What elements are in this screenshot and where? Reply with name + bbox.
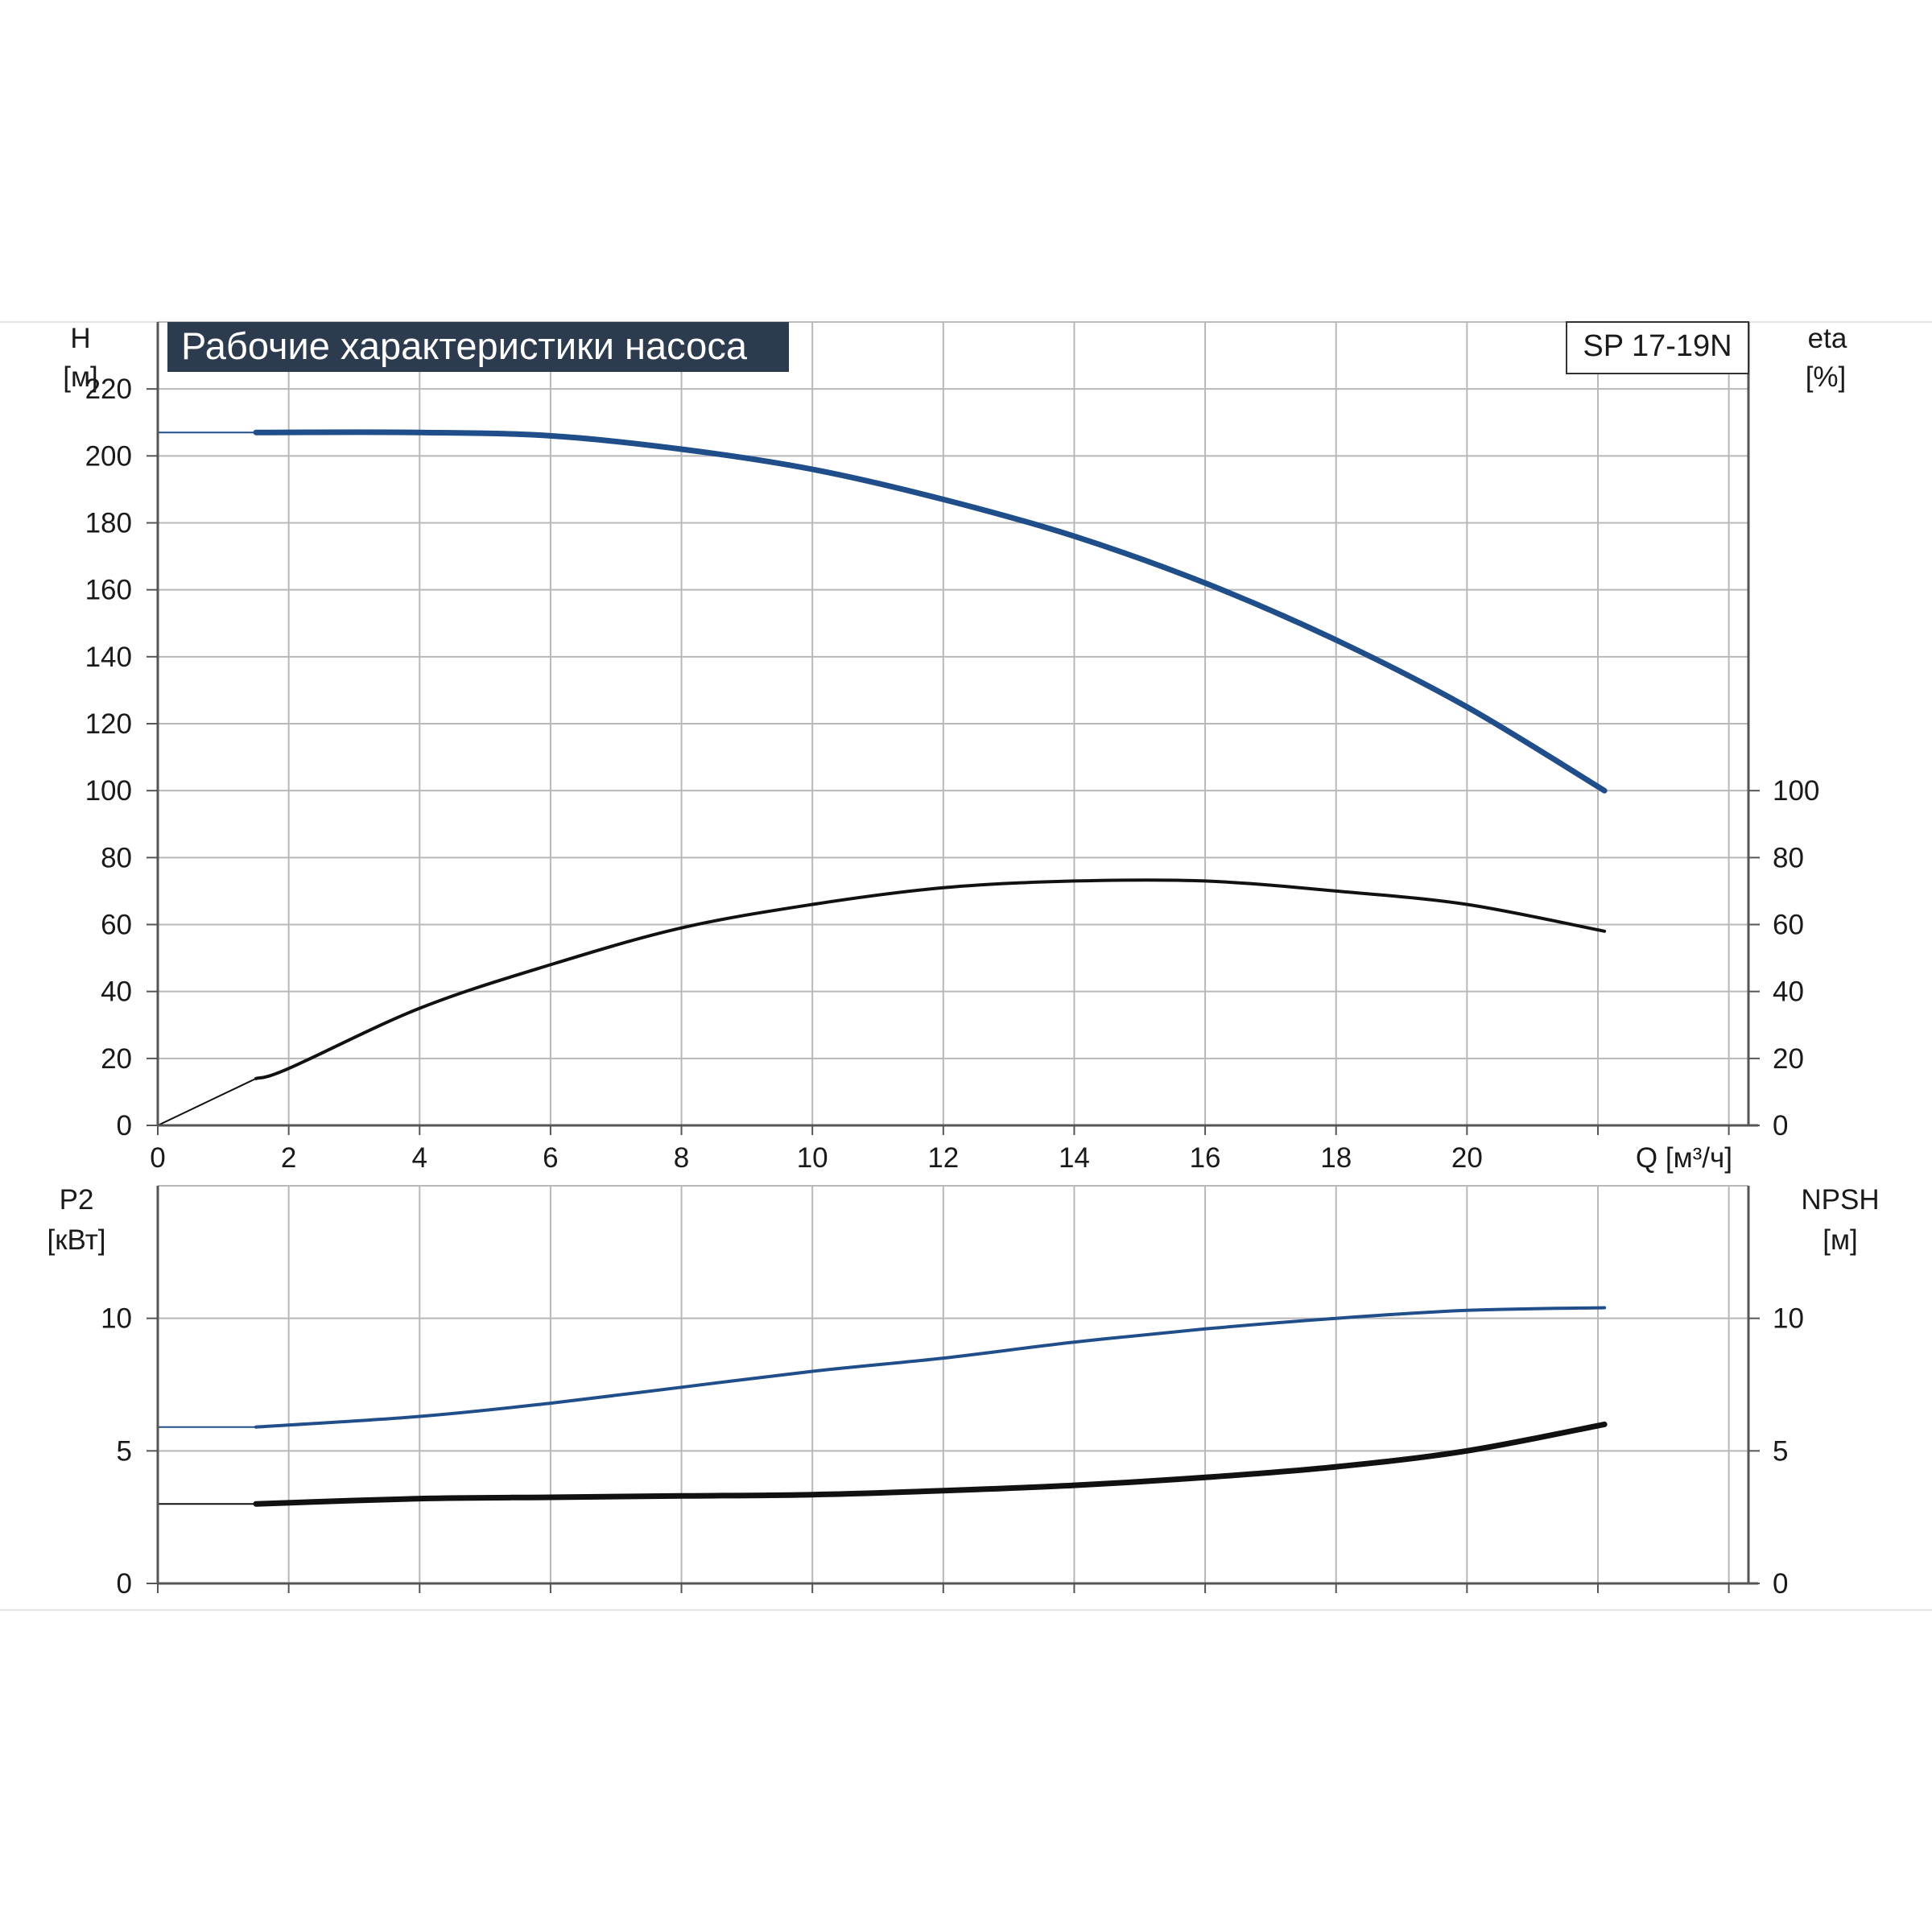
- y-tick-label-left: 20: [101, 1043, 132, 1075]
- p2-curve: [254, 1306, 1607, 1429]
- x-axis-title: Q [м³/ч]: [1636, 1142, 1732, 1174]
- y-tick-label-left: 10: [101, 1303, 132, 1335]
- y-tick-label-left: 120: [85, 708, 132, 740]
- y-tick-label-left: 220: [85, 374, 132, 405]
- y-tick-label-right: 40: [1773, 976, 1804, 1008]
- x-tick-label: 20: [1451, 1142, 1483, 1174]
- chart-title-box: Рабочие характеристики насоса: [167, 322, 789, 372]
- upper-tick-labels: 0204060801001201401601802002200204060801…: [85, 374, 1820, 1174]
- y-tick-label-right: 100: [1773, 775, 1819, 807]
- y-left-title-lower: P2: [60, 1184, 94, 1216]
- y-tick-label-left: 180: [85, 508, 132, 539]
- y-right-unit-lower: [м]: [1823, 1224, 1858, 1256]
- x-tick-label: 2: [281, 1142, 296, 1174]
- npsh-curve: [253, 1421, 1608, 1507]
- x-tick-label: 8: [674, 1142, 689, 1174]
- x-tick-label: 4: [412, 1142, 427, 1174]
- lower-axes: [147, 1186, 1760, 1593]
- model-label: SP 17-19N: [1583, 329, 1732, 363]
- head-efficiency-panel: 0204060801001201401601802002200204060801…: [85, 321, 1820, 1174]
- y-tick-label-left: 60: [101, 910, 132, 941]
- y-tick-label-right: 10: [1773, 1303, 1804, 1335]
- chart-title-background: [167, 322, 789, 372]
- power-npsh-panel: 0 5 10 0 5 10: [101, 1185, 1804, 1600]
- lower-tick-labels: 0 5 10 0 5 10: [101, 1303, 1804, 1600]
- lower-curves: [158, 1306, 1608, 1507]
- y-tick-label-right: 5: [1773, 1435, 1788, 1467]
- x-tick-label: 6: [543, 1142, 558, 1174]
- x-tick-label: 16: [1190, 1142, 1221, 1174]
- eta-curve-extrapolated: [157, 1077, 257, 1126]
- h-curve: [253, 429, 1608, 794]
- y-tick-label-left: 80: [101, 842, 132, 873]
- y-tick-label-left: 160: [85, 575, 132, 606]
- y-tick-label-left: 100: [85, 775, 132, 807]
- y-tick-label-right: 0: [1773, 1110, 1788, 1141]
- model-label-box: SP 17-19N: [1566, 321, 1749, 374]
- y-tick-label-left: 0: [117, 1110, 132, 1141]
- y-left-unit-lower: [кВт]: [47, 1224, 106, 1256]
- upper-curves: [157, 429, 1608, 1126]
- y-right-title-lower: NPSH: [1801, 1184, 1879, 1216]
- y-tick-label-left: 0: [117, 1568, 132, 1600]
- x-tick-label: 10: [797, 1142, 828, 1174]
- chart-title: Рабочие характеристики насоса: [181, 324, 748, 367]
- y-tick-label-right: 20: [1773, 1043, 1804, 1075]
- x-tick-label: 18: [1320, 1142, 1352, 1174]
- y-tick-label-left: 5: [117, 1435, 132, 1467]
- y-left-title-upper: H: [70, 323, 90, 354]
- x-tick-label: 0: [150, 1142, 165, 1174]
- y-left-unit-upper: [м]: [63, 361, 98, 393]
- y-tick-label-left: 200: [85, 440, 132, 472]
- model-label-border: [1566, 321, 1749, 374]
- x-tick-label: 12: [927, 1142, 959, 1174]
- y-right-unit-upper: [%]: [1806, 361, 1847, 393]
- y-tick-label-left: 140: [85, 642, 132, 673]
- y-tick-label-right: 60: [1773, 910, 1804, 941]
- upper-axes: [147, 322, 1760, 1135]
- upper-grid: [158, 321, 1748, 1125]
- y-tick-label-left: 40: [101, 976, 132, 1008]
- eta-curve: [254, 878, 1607, 1080]
- lower-grid: [158, 1185, 1748, 1583]
- y-tick-label-right: 0: [1773, 1568, 1788, 1600]
- y-tick-label-right: 80: [1773, 842, 1804, 873]
- y-right-title-upper: eta: [1808, 323, 1847, 354]
- x-tick-label: 14: [1059, 1142, 1090, 1174]
